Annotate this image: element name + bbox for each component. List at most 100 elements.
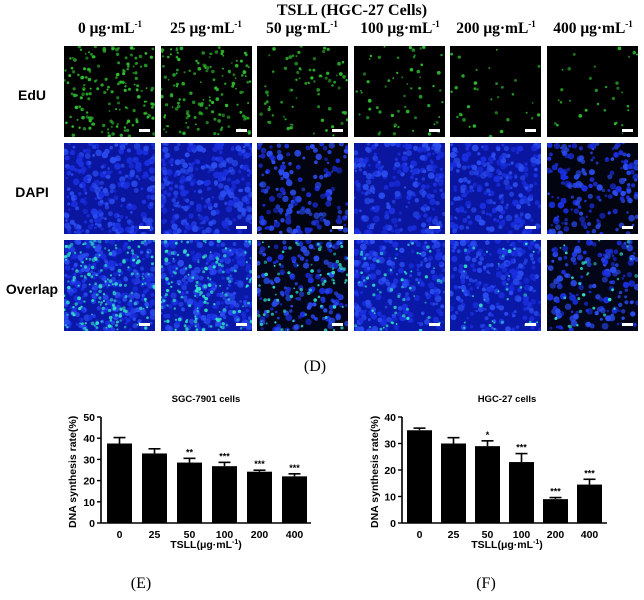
conc-unit: μg·mL xyxy=(483,20,529,37)
svg-text:***: *** xyxy=(516,443,527,453)
micrograph-dapi-400 xyxy=(547,143,638,234)
panel-label-d: (D) xyxy=(303,358,327,375)
conc-header-25: 25 μg·mL-1 xyxy=(156,19,256,38)
micrograph-overlap-0 xyxy=(64,240,155,331)
x-axis-label: TSLL(μg·mL-1) xyxy=(100,539,312,551)
chart-f: HGC-27 cells DNA synthesis rate(%) 0 10 20… xyxy=(322,380,644,600)
svg-text:**: ** xyxy=(186,447,194,457)
conc-header-400: 400 μg·mL-1 xyxy=(543,19,643,38)
svg-text:400: 400 xyxy=(286,529,304,540)
micrograph-overlap-400 xyxy=(547,240,638,331)
bar-plot: 0 10 20 30 40 50 0 25 ** 50 *** 100 *** 200 *** 400 xyxy=(83,412,311,540)
svg-text:20: 20 xyxy=(83,476,95,488)
scale-bar xyxy=(139,226,150,229)
conc-exp: -1 xyxy=(625,19,633,29)
conc-value: 100 xyxy=(360,20,384,37)
conc-header-0: 0 μg·mL-1 xyxy=(60,19,160,38)
micrograph-dapi-0 xyxy=(64,143,155,234)
svg-text:10: 10 xyxy=(83,497,95,509)
micrograph-dapi-100 xyxy=(354,143,445,234)
svg-text:10: 10 xyxy=(384,492,396,504)
scale-bar xyxy=(622,226,633,229)
svg-text:***: *** xyxy=(254,459,265,469)
scale-bar xyxy=(139,323,150,326)
micrograph-overlap-25 xyxy=(161,240,252,331)
svg-text:200: 200 xyxy=(251,529,269,540)
svg-text:40: 40 xyxy=(384,412,396,424)
conc-value: 200 xyxy=(456,20,480,37)
conc-header-200: 200 μg·mL-1 xyxy=(446,19,546,38)
conc-exp: -1 xyxy=(432,19,440,29)
conc-unit: μg·mL xyxy=(387,20,433,37)
conc-value: 50 xyxy=(266,20,282,37)
svg-text:50: 50 xyxy=(482,529,494,540)
svg-text:0: 0 xyxy=(390,518,396,530)
scale-bar xyxy=(332,323,343,326)
micrograph-dapi-50 xyxy=(257,143,348,234)
conc-unit: μg·mL xyxy=(285,20,331,37)
micrograph-edu-50 xyxy=(257,46,348,137)
svg-text:0: 0 xyxy=(89,518,95,530)
svg-text:***: *** xyxy=(550,487,561,497)
micrograph-edu-100 xyxy=(354,46,445,137)
scale-bar xyxy=(622,129,633,132)
row-label-dapi: DAPI xyxy=(15,184,49,200)
svg-text:100: 100 xyxy=(216,529,234,540)
svg-text:*: * xyxy=(486,430,490,440)
scale-bar xyxy=(236,226,247,229)
scale-bar xyxy=(332,129,343,132)
chart-e: SGC-7901 cells DNA synthesis rate(%) 0 10… xyxy=(0,380,322,600)
micrograph-dapi-25 xyxy=(161,143,252,234)
micrograph-edu-400 xyxy=(547,46,638,137)
panel-label-f: (F) xyxy=(476,575,496,592)
conc-unit: μg·mL xyxy=(580,20,626,37)
scale-bar xyxy=(429,323,440,326)
conc-unit: μg·mL xyxy=(89,20,135,37)
scale-bar xyxy=(429,226,440,229)
x-label-exp: -1 xyxy=(232,539,239,546)
conc-unit: μg·mL xyxy=(189,20,235,37)
scale-bar xyxy=(236,129,247,132)
conc-header-100: 100 μg·mL-1 xyxy=(350,19,450,38)
micrograph-edu-0 xyxy=(64,46,155,137)
scale-bar xyxy=(622,323,633,326)
micrograph-edu-200 xyxy=(450,46,541,137)
row-label-edu: EdU xyxy=(18,87,46,103)
svg-text:0: 0 xyxy=(417,529,423,540)
scale-bar xyxy=(429,129,440,132)
svg-text:25: 25 xyxy=(448,529,460,540)
svg-text:30: 30 xyxy=(384,439,396,451)
scale-bar xyxy=(525,226,536,229)
svg-text:***: *** xyxy=(584,468,595,478)
svg-text:400: 400 xyxy=(581,529,599,540)
conc-exp: -1 xyxy=(134,19,143,29)
svg-text:0: 0 xyxy=(117,529,123,540)
svg-text:***: *** xyxy=(219,451,230,461)
conc-exp: -1 xyxy=(528,19,536,29)
conc-value: 0 xyxy=(77,20,86,37)
micrograph-dapi-200 xyxy=(450,143,541,234)
scale-bar xyxy=(139,129,150,132)
conc-header-50: 50 μg·mL-1 xyxy=(252,19,352,38)
micrograph-overlap-200 xyxy=(450,240,541,331)
x-label-close: ) xyxy=(539,539,543,551)
conc-exp: -1 xyxy=(330,19,338,29)
svg-text:100: 100 xyxy=(513,529,531,540)
x-axis-label: TSLL(μg·mL-1) xyxy=(402,539,612,551)
svg-text:50: 50 xyxy=(184,529,196,540)
svg-text:50: 50 xyxy=(83,412,95,424)
micrograph-edu-25 xyxy=(161,46,252,137)
conc-exp: -1 xyxy=(234,19,242,29)
chart-title: HGC-27 cells xyxy=(477,394,537,405)
svg-text:***: *** xyxy=(289,463,300,473)
row-label-overlap: Overlap xyxy=(5,281,59,297)
x-label-exp: -1 xyxy=(533,539,540,546)
scale-bar xyxy=(332,226,343,229)
svg-text:40: 40 xyxy=(83,433,95,445)
x-label-close: ) xyxy=(238,539,242,551)
x-label-text: TSLL(μg·mL xyxy=(471,539,534,551)
svg-text:30: 30 xyxy=(83,454,95,466)
conc-value: 400 xyxy=(553,20,577,37)
x-label-text: TSLL(μg·mL xyxy=(170,539,233,551)
